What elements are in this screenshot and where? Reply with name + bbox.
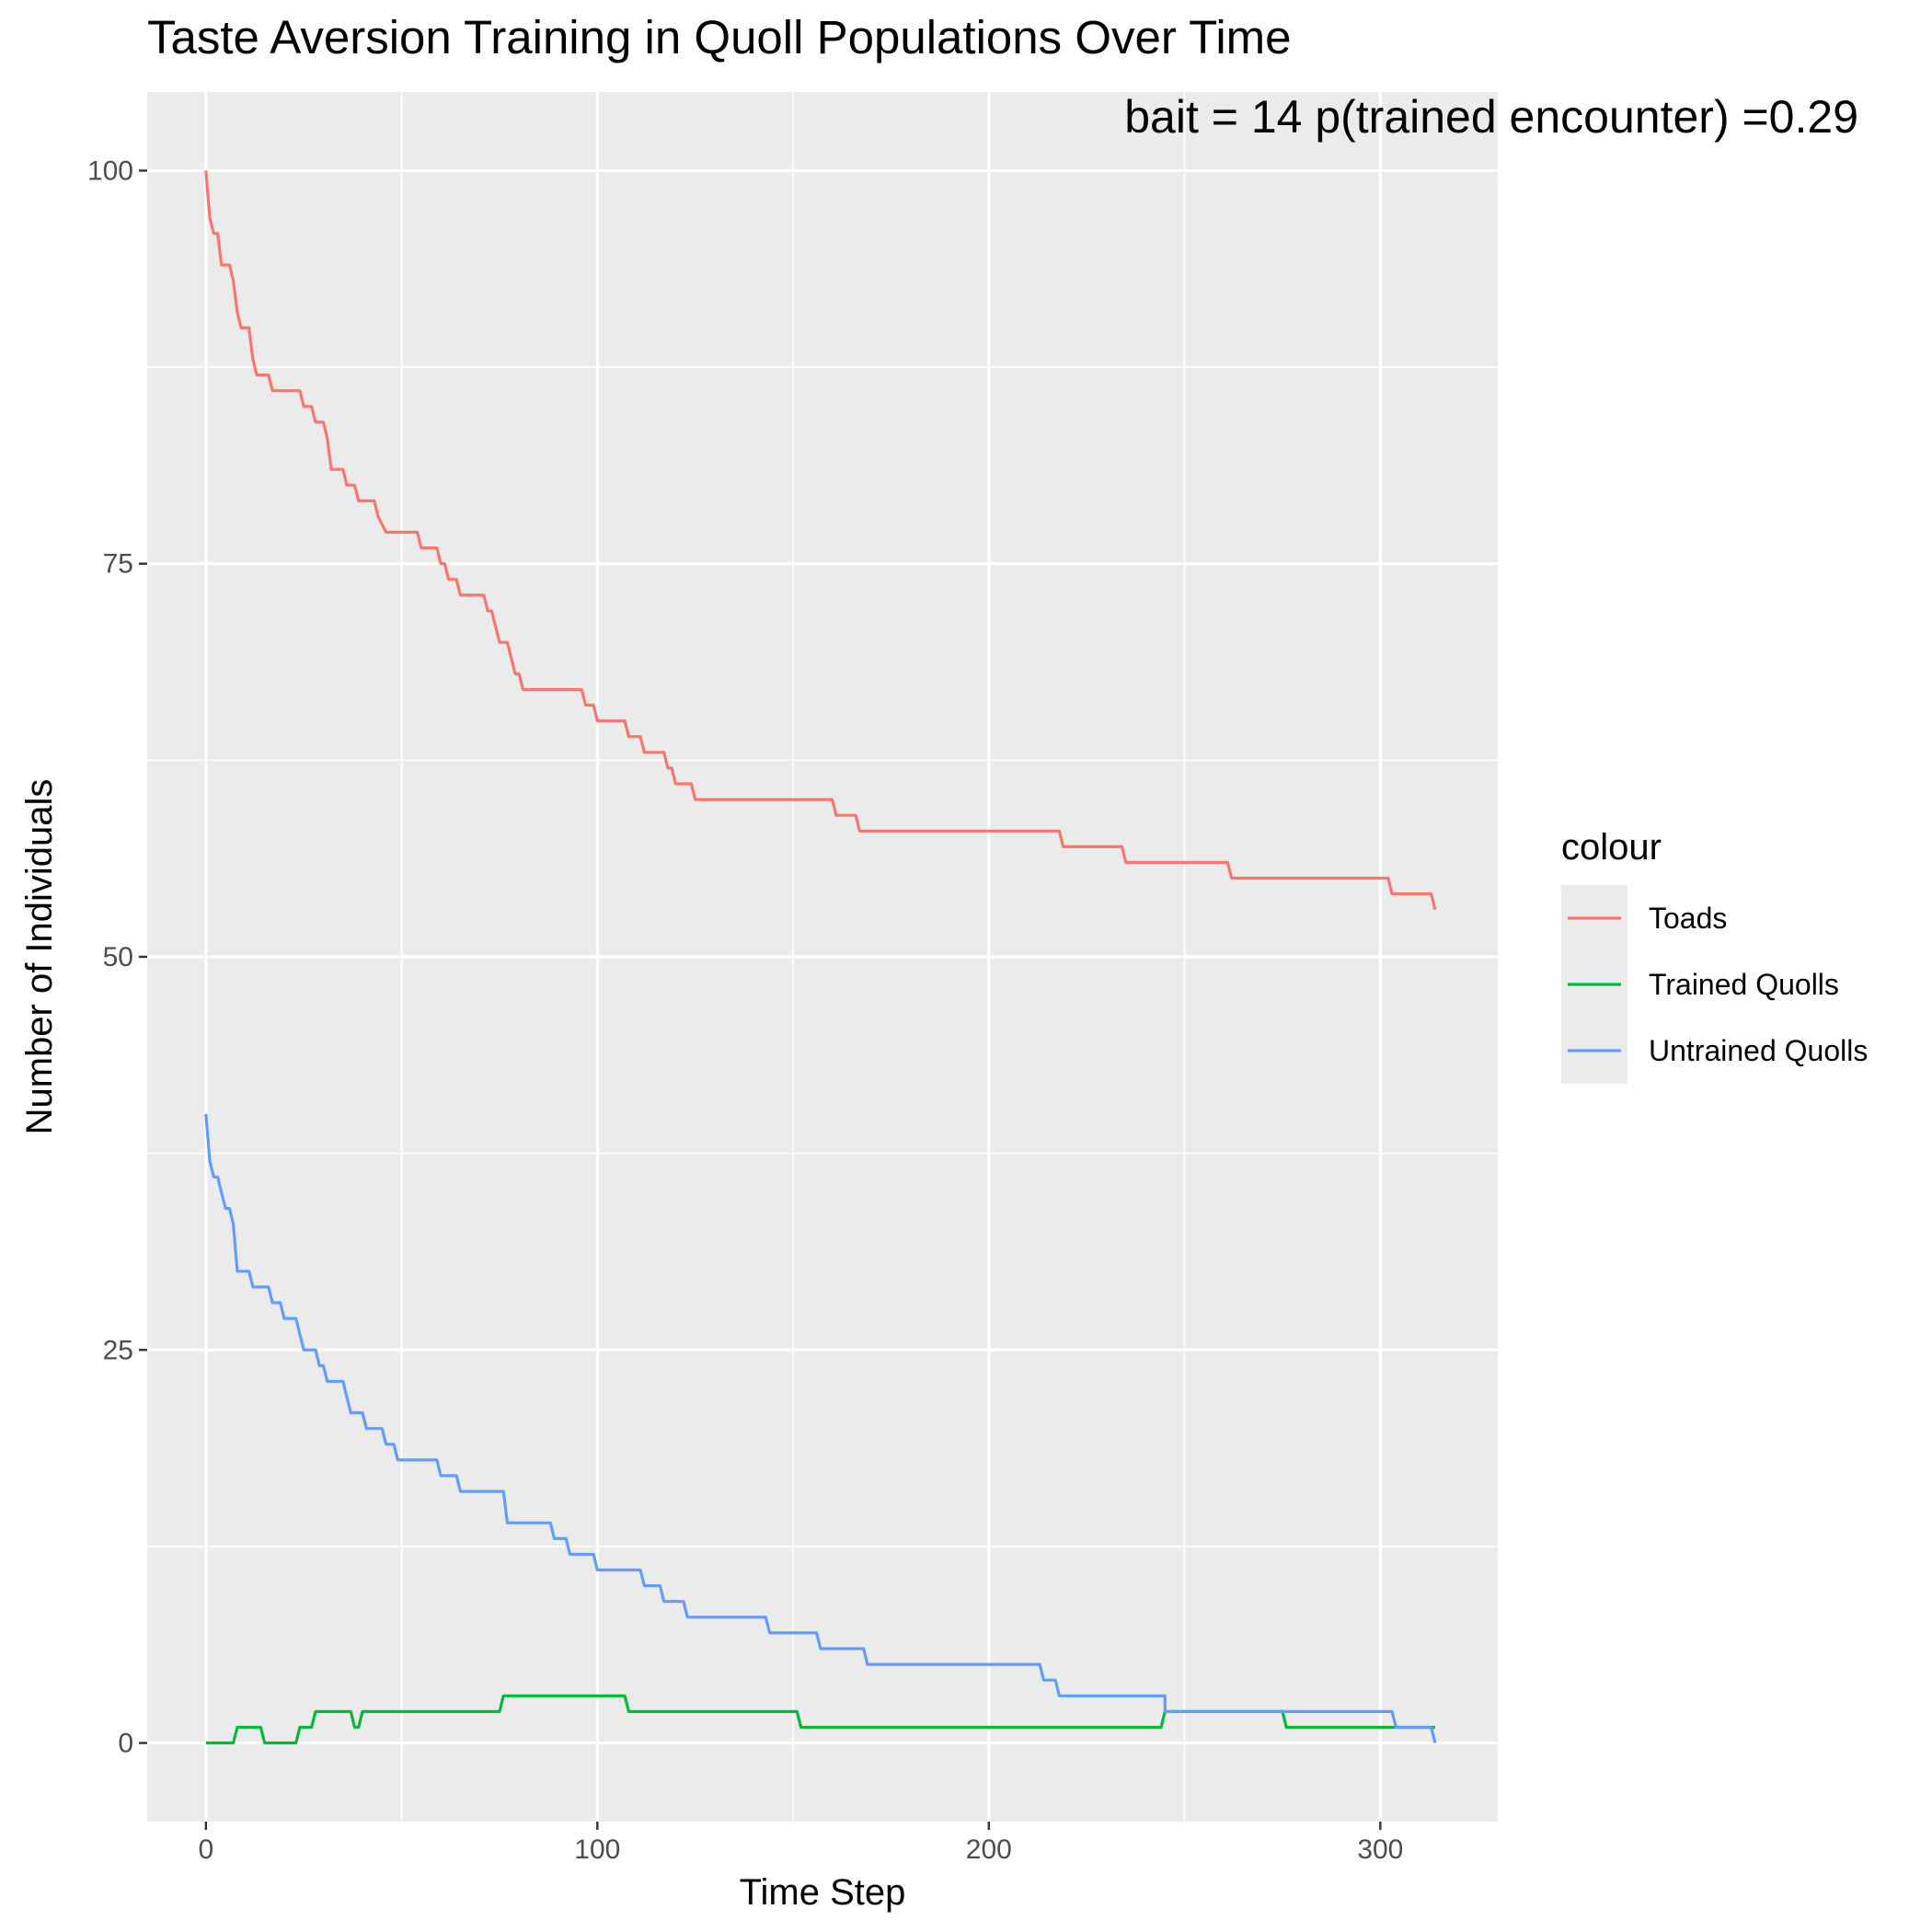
legend-label: Toads: [1649, 902, 1727, 935]
legend: colour Toads Trained Quolls Untrained Quol…: [1561, 827, 1868, 1084]
series-line-toads: [204, 170, 1437, 911]
legend-label: Trained Quolls: [1649, 968, 1839, 1001]
legend-title: colour: [1561, 827, 1662, 868]
x-tick-label: 0: [198, 1834, 213, 1865]
x-axis: 0 100 200 300: [198, 1822, 1403, 1865]
chart-title: Taste Aversion Training in Quoll Populat…: [147, 11, 1292, 63]
x-axis-title: Time Step: [740, 1872, 906, 1913]
series-line-untrained-quolls: [204, 1113, 1437, 1743]
x-tick-label: 300: [1357, 1834, 1403, 1865]
y-tick-label: 75: [103, 549, 133, 580]
y-axis-title: Number of Individuals: [19, 779, 60, 1135]
chart-annotation: bait = 14 p(trained encounter) =0.29: [1124, 91, 1858, 143]
major-gridlines: [147, 92, 1498, 1822]
y-tick-label: 100: [87, 155, 133, 186]
y-tick-label: 0: [118, 1729, 133, 1759]
y-axis: 0 25 50 75 100: [87, 155, 147, 1759]
y-tick-label: 25: [103, 1335, 133, 1365]
y-tick-label: 50: [103, 942, 133, 972]
series-lines: [204, 170, 1437, 1745]
series-line-trained-quolls: [205, 1694, 1435, 1745]
x-tick-label: 100: [574, 1834, 620, 1865]
x-tick-label: 200: [966, 1834, 1012, 1865]
legend-label: Untrained Quolls: [1649, 1034, 1868, 1067]
